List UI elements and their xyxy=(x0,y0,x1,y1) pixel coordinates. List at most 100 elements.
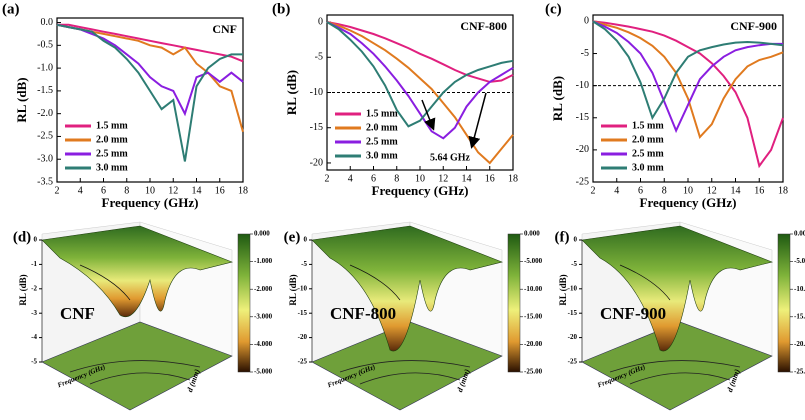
y-tick-label: -10 xyxy=(310,87,323,98)
legend-label: 2.5 mm xyxy=(632,148,664,159)
series-line xyxy=(57,23,244,63)
panel-label: (c) xyxy=(545,1,562,17)
colorbar xyxy=(777,233,791,373)
floor-contour xyxy=(69,360,201,373)
surface-contour xyxy=(79,264,131,301)
series-line xyxy=(592,20,784,139)
z-tick-label: -20 xyxy=(568,333,578,341)
floor-contour xyxy=(339,360,471,373)
y-axis-label: RL (dB) xyxy=(550,76,565,121)
z-tick-label: -5 xyxy=(301,260,307,268)
z-tick-label: -10 xyxy=(298,284,308,292)
colorbar-tick-label: -10.00 xyxy=(524,285,543,293)
z-tick-label: -3 xyxy=(31,309,37,317)
chart-title: CNF-900 xyxy=(730,19,777,33)
colorbar xyxy=(507,233,521,373)
y-tick-label: -3.5 xyxy=(37,176,53,187)
x-axis-label: Frequency (GHz) xyxy=(640,195,737,210)
floor-contour xyxy=(629,372,731,385)
colorbar-tick-label: -25.00 xyxy=(524,368,543,376)
colorbar-tick-label: -2.000 xyxy=(254,285,273,293)
x-tick-label: 10 xyxy=(683,185,693,196)
y-tick-label: -3.0 xyxy=(37,154,53,165)
colorbar-tick-label: -10.00 xyxy=(794,285,805,293)
z-tick-label: 0 xyxy=(34,236,38,244)
panel-label: (a) xyxy=(2,1,20,17)
panel-label: (d) xyxy=(13,229,31,245)
z-axis-label: RL (dB) xyxy=(18,274,28,305)
legend-label: 1.5 mm xyxy=(632,120,664,131)
colorbar xyxy=(237,233,251,373)
z-tick-label: -2 xyxy=(31,284,37,292)
floor-contour xyxy=(359,372,461,385)
legend-label: 2.5 mm xyxy=(366,136,398,147)
x-tick-label: 8 xyxy=(394,173,399,184)
colorbar-tick-label: 0.000 xyxy=(254,230,270,238)
x-axis-label: Frequency (GHz) xyxy=(372,183,469,198)
z-tick-label: -1 xyxy=(31,260,37,268)
z-tick-label: 0 xyxy=(574,236,578,244)
colorbar-tick-label: -4.000 xyxy=(254,340,273,348)
colorbar-tick-label: -1.000 xyxy=(254,257,273,265)
x-tick-label: 16 xyxy=(485,173,495,184)
x-tick-label: 6 xyxy=(638,185,643,196)
x-tick-label: 10 xyxy=(415,173,425,184)
colorbar-tick-label: -15.00 xyxy=(524,312,543,320)
series-line xyxy=(56,23,243,162)
legend-label: 2.0 mm xyxy=(96,134,128,145)
y-tick-label: 0.0 xyxy=(41,17,54,28)
arrow xyxy=(421,99,436,131)
chart-title: CNF xyxy=(212,22,237,36)
y-tick-label: 0 xyxy=(584,16,589,27)
z-tick-label: -15 xyxy=(298,309,308,317)
x-tick-label: 8 xyxy=(662,185,667,196)
series-line xyxy=(56,23,244,117)
legend-label: 2.5 mm xyxy=(96,148,128,159)
y-tick-label: -1.5 xyxy=(37,85,53,96)
floor xyxy=(311,321,503,411)
x-axis-label: Frequency (GHz) xyxy=(102,195,199,210)
x-tick-label: 10 xyxy=(145,185,155,196)
z-tick-label: -5 xyxy=(31,358,37,366)
x-tick-label: 16 xyxy=(215,185,225,196)
z-tick-label: -25 xyxy=(298,358,308,366)
series-line xyxy=(326,21,514,140)
series-line xyxy=(592,20,783,134)
legend-label: 3.0 mm xyxy=(366,150,398,161)
annotation: 5.64 GHz xyxy=(430,152,471,163)
x-tick-label: 16 xyxy=(754,185,764,196)
z-tick-label: -25 xyxy=(568,358,578,366)
x-tick-label: 2 xyxy=(591,185,596,196)
colorbar-tick-label: 0.000 xyxy=(794,230,805,238)
floor xyxy=(41,321,233,411)
x-tick-label: 12 xyxy=(707,185,717,196)
colorbar-tick-label: -3.000 xyxy=(254,312,273,320)
floor-contour xyxy=(609,360,741,373)
legend-label: 3.0 mm xyxy=(96,162,128,173)
colorbar-tick-label: -25.00 xyxy=(794,368,805,376)
x-tick-label: 4 xyxy=(78,185,83,196)
y-axis-label: RL (dB) xyxy=(14,77,29,122)
z-axis-label: RL (dB) xyxy=(288,274,298,305)
y-tick-label: -20 xyxy=(310,157,323,168)
y-tick-label: 0 xyxy=(318,16,323,27)
colorbar-tick-label: -20.00 xyxy=(524,340,543,348)
surface-title: CNF-800 xyxy=(330,304,396,323)
y-tick-label: -15 xyxy=(310,122,323,133)
y-tick-label: -5 xyxy=(315,52,323,63)
surface xyxy=(41,225,233,317)
x-tick-label: 8 xyxy=(124,185,129,196)
z-tick-label: -4 xyxy=(31,333,37,341)
legend-label: 3.0 mm xyxy=(632,162,664,173)
y-tick-label: -0.5 xyxy=(37,40,53,51)
series-line xyxy=(326,21,514,165)
x-tick-label: 18 xyxy=(238,185,248,196)
colorbar-tick-label: -5.000 xyxy=(524,257,543,265)
y-tick-label: -20 xyxy=(576,144,589,155)
x-tick-label: 18 xyxy=(778,185,788,196)
z-axis-label: RL (dB) xyxy=(558,274,568,305)
y-tick-label: -1.0 xyxy=(37,62,53,73)
arrow xyxy=(468,92,487,149)
x-tick-label: 2 xyxy=(55,185,60,196)
panel-label: (e) xyxy=(284,229,301,245)
